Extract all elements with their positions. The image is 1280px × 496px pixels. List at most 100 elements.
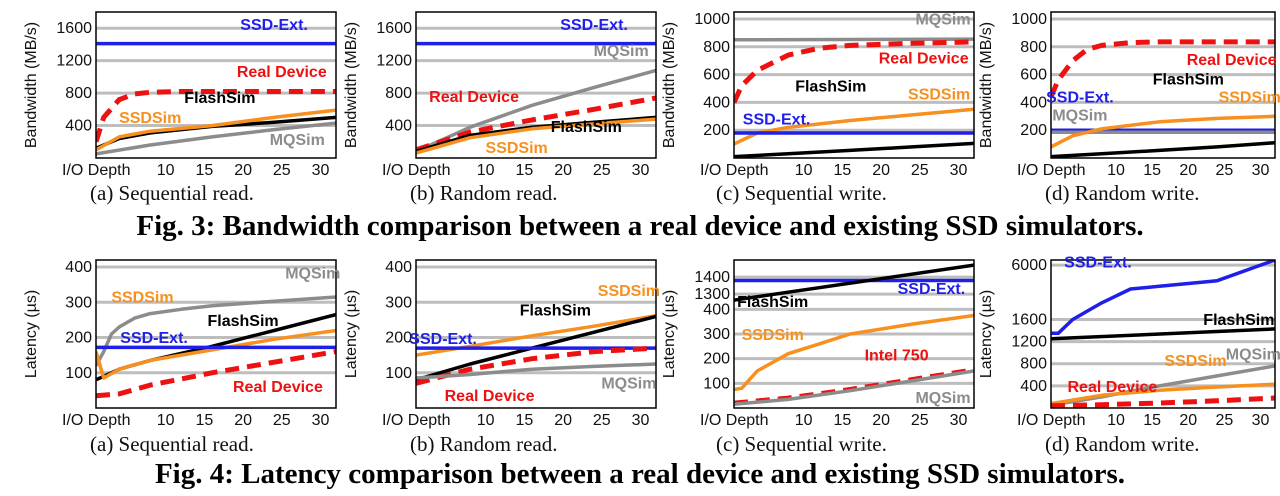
- subcaption-3a: (a) Sequential read.: [90, 181, 254, 205]
- annotation-mqsim: MQSim: [1226, 346, 1280, 363]
- plot-frame: [95, 259, 337, 409]
- subcaption-4a: (a) Sequential read.: [90, 432, 254, 456]
- x-tick-label: 25: [593, 162, 611, 179]
- annotation-ssdsim: SSDSim: [598, 283, 660, 300]
- subcaption-3b: (b) Random read.: [410, 181, 558, 205]
- y-tick-label: 400: [1020, 94, 1047, 111]
- figure-caption-3: Fig. 3: Bandwidth comparison between a r…: [136, 210, 1144, 242]
- x-tick-label: 20: [872, 412, 890, 429]
- y-tick-label: 600: [1020, 67, 1047, 84]
- subcaption-4c: (c) Sequential write.: [716, 432, 887, 456]
- annotation-mqsim: MQSim: [601, 376, 656, 393]
- series-line-ssdsim: [1051, 382, 1275, 406]
- annotation-mqsim: MQSim: [285, 265, 340, 282]
- x-tick-label: 25: [1216, 412, 1234, 429]
- annotation-real-device: Real Device: [233, 379, 323, 396]
- y-tick-label: 1400: [694, 269, 730, 286]
- x-tick-label: 15: [195, 412, 213, 429]
- annotation-ssd-ext: SSD-Ext.: [1046, 89, 1114, 106]
- y-axis-label: Latency (µs): [661, 290, 678, 378]
- y-axis-label: Bandwidth (MB/s): [343, 22, 360, 148]
- series-line-real-device: [1051, 395, 1275, 408]
- series-group: [734, 263, 974, 407]
- y-tick-label: 800: [1020, 39, 1047, 56]
- annotation-ssdsim: SSDSim: [486, 140, 548, 157]
- y-tick-label: 100: [65, 365, 92, 382]
- x-tick-label: 25: [273, 412, 291, 429]
- annotation-real-device: Real Device: [1187, 52, 1277, 69]
- x-tick-label: 30: [1252, 412, 1270, 429]
- annotation-flashsim: FlashSim: [184, 90, 255, 107]
- annotation-flashsim: FlashSim: [1203, 312, 1274, 329]
- annotation-ssd-ext: SSD-Ext.: [560, 17, 628, 34]
- series-line-real-device: [1051, 39, 1275, 98]
- annotation-intel-750: Intel 750: [865, 348, 929, 365]
- series-line-flashsim: [734, 141, 974, 158]
- x-tick-label: 10: [795, 162, 813, 179]
- y-tick-label: 800: [1020, 356, 1047, 373]
- x-tick-label: 10: [157, 412, 175, 429]
- annotation-flashsim: FlashSim: [737, 294, 808, 311]
- series-line-mqsim: [734, 369, 974, 407]
- plot-frame: [415, 259, 657, 409]
- annotation-ssdsim: SSDSim: [908, 87, 970, 104]
- y-axis-label: Bandwidth (MB/s): [978, 22, 995, 148]
- plot-frame: [415, 11, 657, 159]
- x-tick-label: 10: [1107, 162, 1125, 179]
- x-tick-label: 20: [234, 162, 252, 179]
- annotation-ssdsim: SSDSim: [119, 110, 181, 127]
- annotation-ssdsim: SSDSim: [111, 289, 173, 306]
- y-tick-label: 200: [703, 351, 730, 368]
- series-line-real-device: [734, 39, 974, 104]
- chart-latency-seq-read: 100 200 300 400 10 15 20 25 30 I/O Depth Latency (…: [23, 259, 340, 429]
- annotation-flashsim: FlashSim: [520, 303, 591, 320]
- y-tick-label: 800: [65, 85, 92, 102]
- x-tick-label: 20: [872, 162, 890, 179]
- x-tick-label: 20: [234, 412, 252, 429]
- annotation-real-device: Real Device: [445, 388, 535, 405]
- x-tick-label: 30: [632, 412, 650, 429]
- series-line-ssdsim: [416, 117, 656, 155]
- x-tick-label: 30: [950, 162, 968, 179]
- annotation-flashsim: FlashSim: [551, 119, 622, 136]
- subcaption-3c: (c) Sequential write.: [716, 181, 887, 205]
- annotation-real-device: Real Device: [879, 50, 969, 67]
- x-tick-label: 25: [593, 412, 611, 429]
- x-tick-label: 20: [554, 412, 572, 429]
- x-tick-label: 30: [1252, 162, 1270, 179]
- series-line-mqsim: [96, 295, 336, 367]
- x-tick-label: 30: [632, 162, 650, 179]
- chart-latency-rand-read: 100 200 300 400 10 15 20 25 30 I/O Depth Latency (…: [343, 259, 660, 429]
- x-axis-label: I/O Depth: [1017, 412, 1085, 429]
- series-line-ssdsim: [96, 108, 336, 152]
- x-tick-label: 30: [950, 412, 968, 429]
- plot-frame: [1050, 11, 1276, 159]
- x-axis-label: I/O Depth: [700, 412, 768, 429]
- annotation-flashsim: FlashSim: [795, 78, 866, 95]
- series-group: [1051, 39, 1275, 158]
- x-tick-label: 20: [554, 162, 572, 179]
- x-tick-label: 25: [273, 162, 291, 179]
- series-line-ssdsim: [734, 107, 974, 146]
- y-tick-label: 300: [65, 294, 92, 311]
- series-line-real-device: [96, 89, 336, 143]
- x-tick-label: 15: [515, 162, 533, 179]
- y-tick-label: 400: [703, 301, 730, 318]
- y-axis-label: Bandwidth (MB/s): [23, 22, 40, 148]
- chart-latency-rand-write: 400 800 1200 1600 6000 10 15 20 25 30 I/O Depth Lat…: [978, 254, 1280, 429]
- x-tick-label: 20: [1179, 412, 1197, 429]
- x-axis-label: I/O Depth: [62, 412, 130, 429]
- series-group: [734, 37, 974, 158]
- y-tick-label: 6000: [1011, 257, 1047, 274]
- series-line-ssd-ext: [1051, 260, 1275, 336]
- x-tick-label: 15: [833, 412, 851, 429]
- x-axis-label: I/O Depth: [382, 162, 450, 179]
- annotation-mqsim: MQSim: [270, 132, 325, 149]
- subcaption-4b: (b) Random read.: [410, 432, 558, 456]
- annotation-ssd-ext: SSD-Ext.: [898, 281, 966, 298]
- y-tick-label: 400: [385, 118, 412, 135]
- subcaption-3d: (d) Random write.: [1045, 181, 1200, 205]
- annotation-flashsim: FlashSim: [1153, 71, 1224, 88]
- chart-bandwidth-rand-read: 400 800 1200 1600 10 15 20 25 30 I/O Depth Bandwid…: [343, 11, 657, 179]
